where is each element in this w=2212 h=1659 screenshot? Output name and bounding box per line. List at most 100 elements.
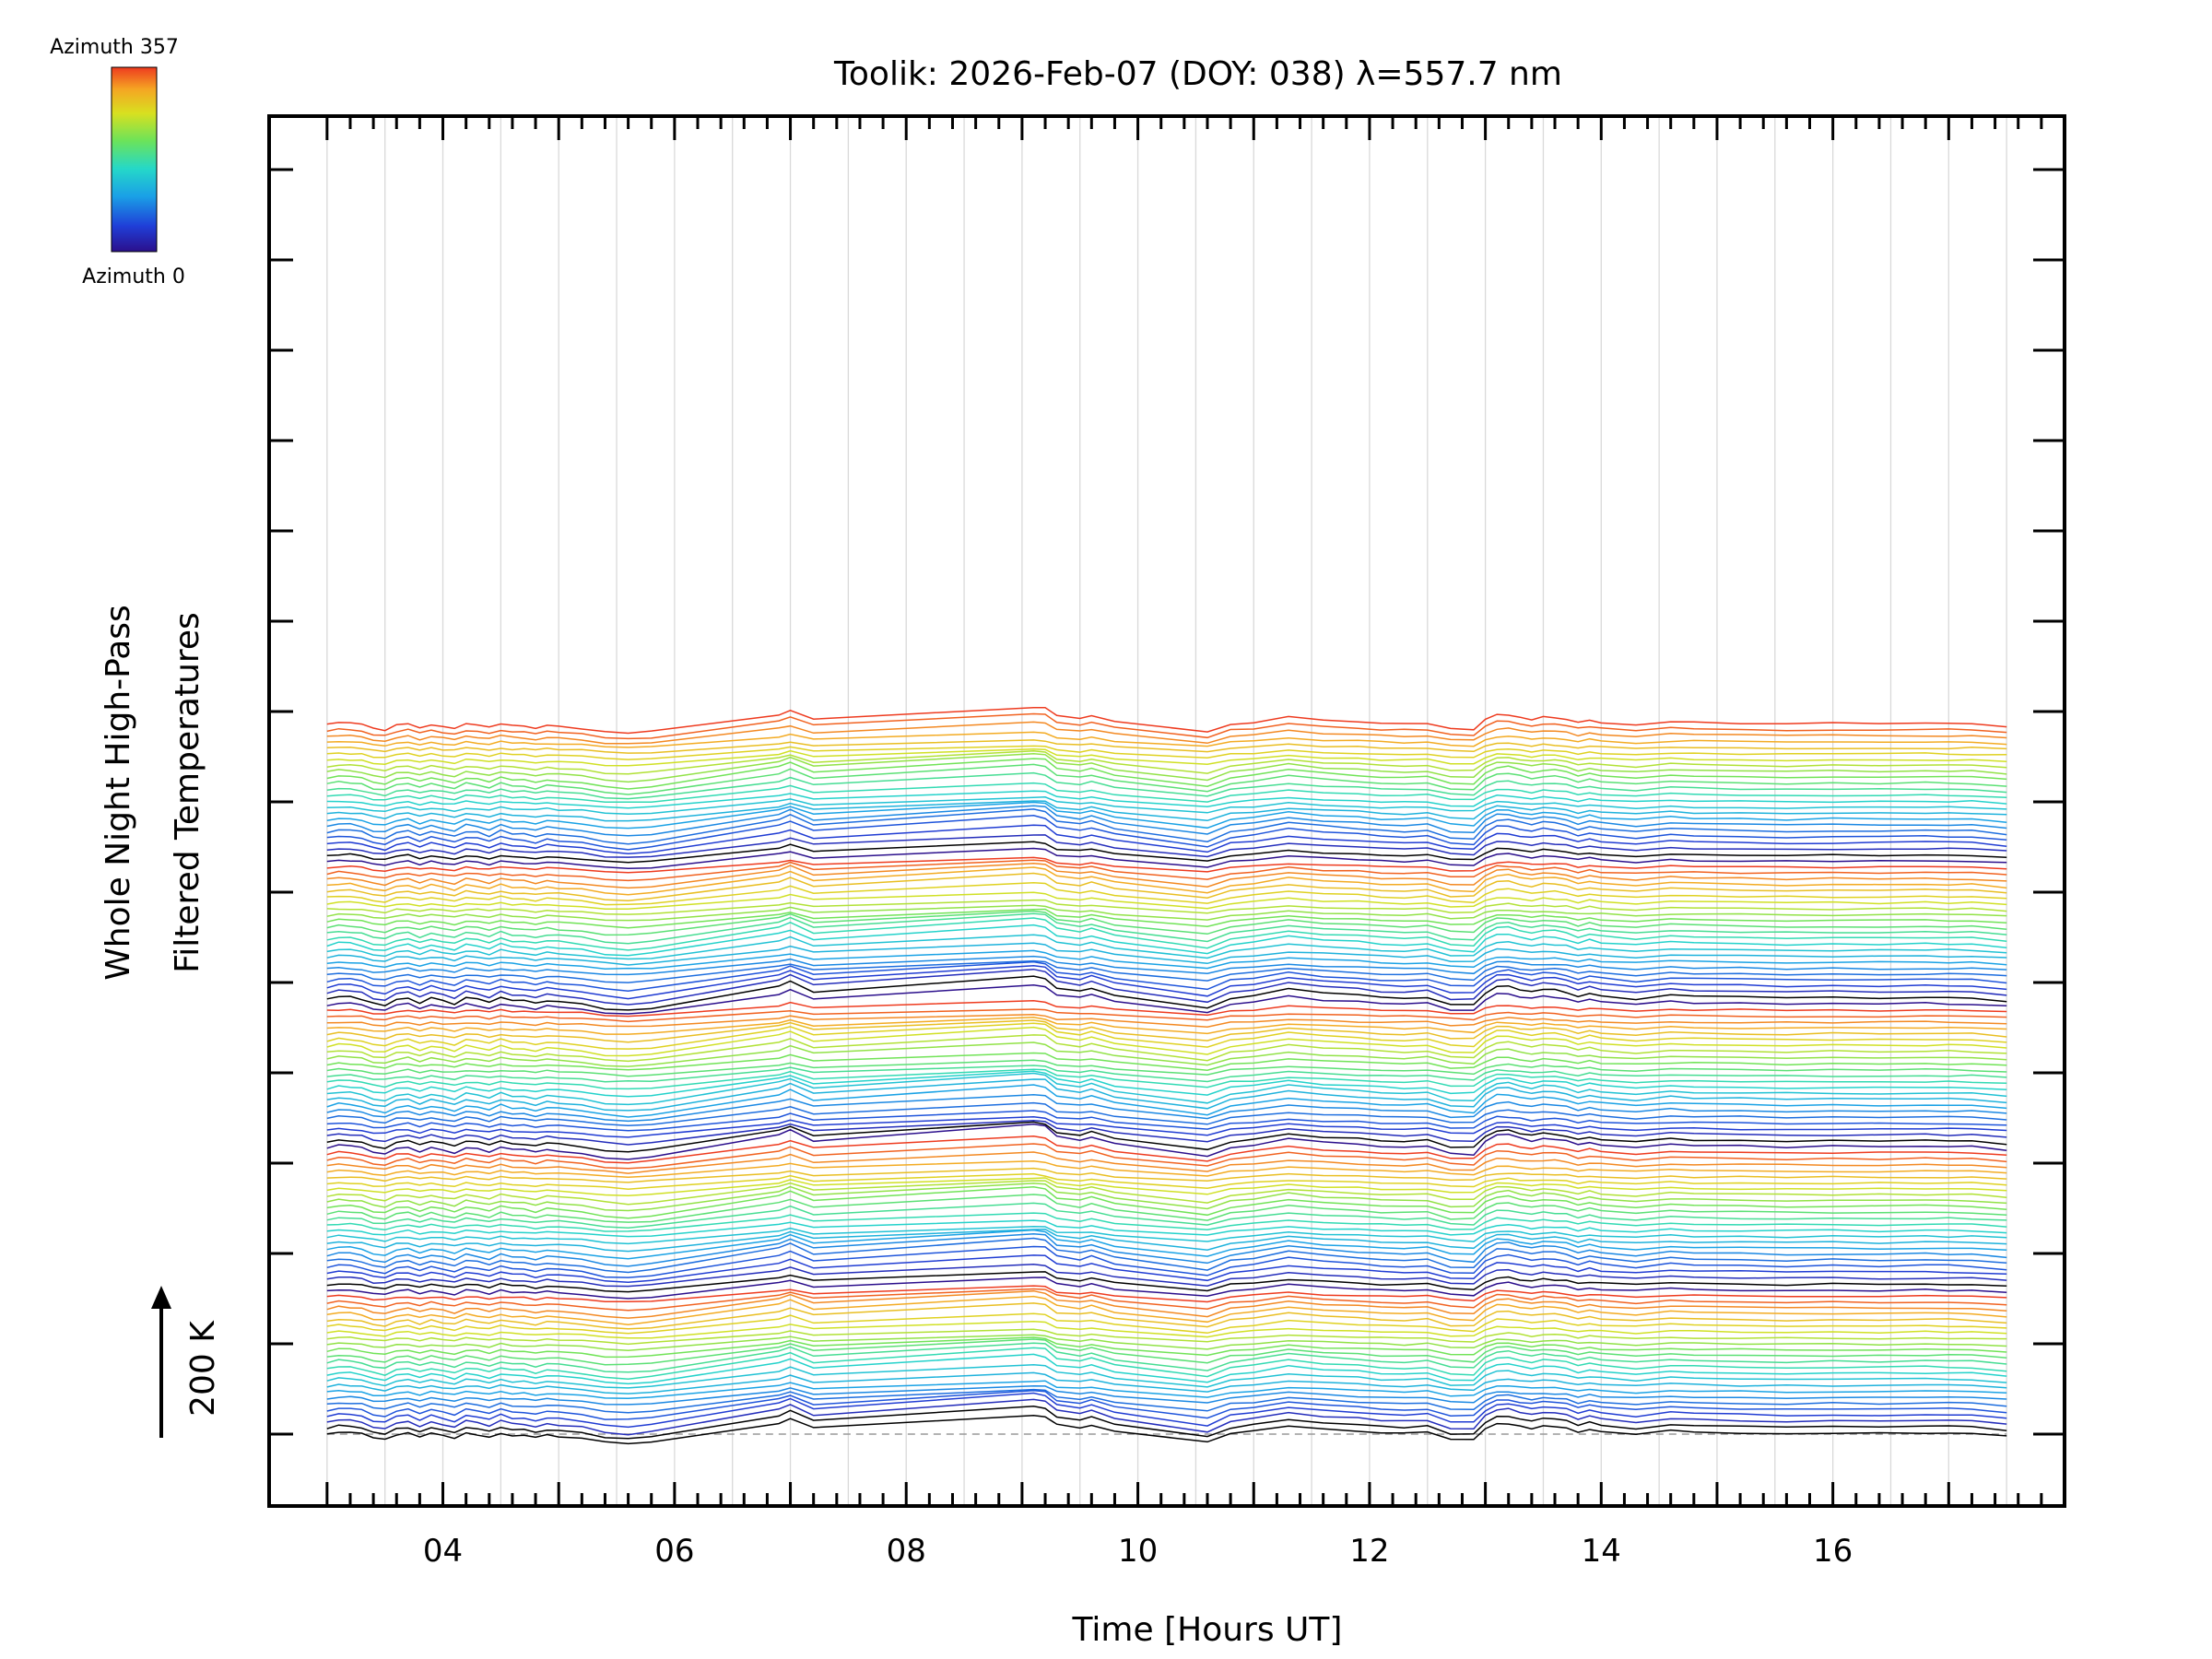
- series-line: [326, 1194, 2007, 1223]
- series-line: [326, 758, 2007, 790]
- series-line: [326, 1041, 2007, 1067]
- y-axis-label-line2: Filtered Temperatures: [169, 612, 206, 973]
- series-line: [326, 934, 2007, 960]
- series-line: [326, 1289, 2007, 1319]
- series-line: [326, 1406, 2007, 1440]
- series-line: [326, 1334, 2007, 1351]
- series-line: [326, 747, 2007, 767]
- series-line: [326, 1328, 2007, 1346]
- series-line: [326, 859, 2007, 882]
- x-tick-label: 12: [1349, 1533, 1389, 1570]
- series-line: [326, 908, 2007, 929]
- chart-title: Toolik: 2026-Feb-07 (DOY: 038) λ=557.7 n…: [833, 55, 1562, 93]
- series-line: [326, 1110, 2007, 1132]
- series-line: [326, 1202, 2007, 1230]
- series-line: [326, 881, 2007, 906]
- series-line: [326, 1143, 2007, 1170]
- series-line: [326, 924, 2007, 957]
- series-line: [326, 1059, 2007, 1077]
- series-line: [326, 1159, 2007, 1179]
- series-line: [326, 847, 2007, 869]
- series-line: [326, 899, 2007, 915]
- colorbar-top-label: Azimuth 357: [50, 36, 179, 59]
- x-tick-label: 16: [1813, 1533, 1853, 1570]
- series-line: [326, 1384, 2007, 1406]
- y-axis-label-line1: Whole Night High-Pass: [100, 605, 137, 981]
- x-tick-label: 04: [423, 1533, 463, 1570]
- series-line: [326, 866, 2007, 896]
- series-line: [326, 1172, 2007, 1191]
- series-line: [326, 1353, 2007, 1385]
- series-line: [326, 1388, 2007, 1414]
- series-line: [326, 752, 2007, 783]
- vertical-gridlines: [326, 116, 2007, 1506]
- series-line: [326, 1212, 2007, 1232]
- series-line: [326, 1232, 2007, 1267]
- series-line: [326, 968, 2007, 1006]
- series-line: [326, 712, 2007, 740]
- x-tick-labels: 04 06 08 10 12 14 16: [423, 1533, 1853, 1570]
- series-line: [326, 1342, 2007, 1373]
- series-line: [326, 1312, 2007, 1335]
- series-line: [326, 862, 2007, 889]
- series-line: [326, 750, 2007, 775]
- series-line: [326, 1237, 2007, 1274]
- series-line: [326, 960, 2007, 993]
- series-line: [326, 1347, 2007, 1380]
- series-line: [326, 1135, 2007, 1164]
- series-line: [326, 1115, 2007, 1138]
- series-line: [326, 904, 2007, 922]
- series-line: [326, 1271, 2007, 1293]
- colorbar-bottom-label: Azimuth 0: [82, 265, 185, 288]
- series-line: [326, 1182, 2007, 1212]
- series-line: [326, 841, 2007, 864]
- series-line: [326, 808, 2007, 845]
- series-line: [326, 824, 2007, 854]
- x-tick-label: 14: [1582, 1533, 1621, 1570]
- series-line: [326, 1398, 2007, 1436]
- series-line: [326, 1302, 2007, 1330]
- series-line: [326, 739, 2007, 754]
- colorbar: [111, 66, 158, 253]
- series-line: [326, 1120, 2007, 1146]
- series-line: [326, 912, 2007, 945]
- series-line: [326, 1229, 2007, 1260]
- series-line: [326, 1121, 2007, 1153]
- series-line: [326, 1392, 2007, 1429]
- series-line: [326, 856, 2007, 874]
- series-line: [326, 1019, 2007, 1043]
- series-line: [326, 731, 2007, 748]
- series-line: [326, 891, 2007, 910]
- series-line: [326, 1321, 2007, 1339]
- series-line: [326, 1078, 2007, 1112]
- series-line: [326, 1016, 2007, 1035]
- series-line: [326, 1022, 2007, 1050]
- series-line: [326, 910, 2007, 936]
- series-line: [326, 1228, 2007, 1253]
- series-line: [326, 834, 2007, 858]
- series-line: [326, 1277, 2007, 1300]
- series-line: [326, 999, 2007, 1018]
- series-line: [326, 1026, 2007, 1057]
- series-line: [326, 1336, 2007, 1359]
- series-line: [326, 805, 2007, 837]
- series-line: [326, 1219, 2007, 1238]
- series-line: [326, 763, 2007, 795]
- series-group: [326, 706, 2007, 1445]
- x-tick-label: 06: [654, 1533, 694, 1570]
- series-line: [326, 1034, 2007, 1063]
- series-line: [326, 1052, 2007, 1071]
- series-line: [326, 1371, 2007, 1394]
- series-line: [326, 706, 2007, 735]
- series-line: [326, 782, 2007, 804]
- series-line: [326, 721, 2007, 745]
- series-line: [326, 771, 2007, 800]
- series-line: [326, 983, 2007, 1015]
- series-line: [326, 1167, 2007, 1183]
- series-line: [326, 796, 2007, 816]
- series-line: [326, 872, 2007, 902]
- series-line: [326, 1014, 2007, 1028]
- series-line: [326, 949, 2007, 970]
- series-line: [326, 917, 2007, 951]
